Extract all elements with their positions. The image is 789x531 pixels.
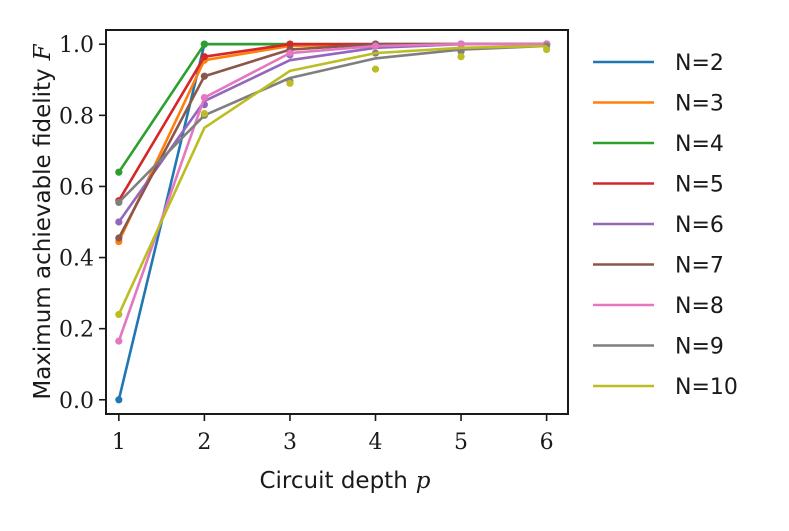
data-point: [115, 168, 123, 176]
legend-label: N=5: [675, 173, 724, 198]
data-point: [200, 93, 208, 102]
x-tick-label: 6: [540, 430, 554, 455]
legend-entry: N=6: [593, 213, 724, 238]
legend-entry: N=9: [593, 335, 724, 360]
data-point: [115, 218, 123, 226]
y-tick-label: 0.0: [59, 389, 94, 414]
legend-entry: N=4: [593, 132, 724, 157]
data-point: [115, 396, 123, 404]
legend-entry: N=3: [593, 92, 724, 117]
data-point: [457, 40, 465, 48]
legend-entry: N=5: [593, 173, 724, 198]
series-line: [117, 42, 547, 342]
plot-frame: [105, 29, 569, 415]
series-line: [117, 42, 547, 401]
data-point: [115, 337, 123, 345]
y-axis-label: Maximum achievable fidelityF: [30, 43, 56, 399]
axis-ticks: 1 2 3 4 5 6 0.0 0.2 0.4 0.6 0.8 1.0: [59, 33, 554, 455]
x-tick-label: 3: [283, 430, 297, 455]
data-point: [286, 79, 294, 87]
data-point: [457, 53, 465, 61]
x-axis-label: Circuit depth p: [259, 468, 430, 494]
series-line: [117, 44, 547, 204]
data-marks: [115, 40, 551, 404]
data-point: [286, 49, 294, 57]
legend-label: N=4: [675, 132, 724, 157]
x-tick-label: 4: [369, 430, 383, 455]
legend-entry: N=10: [593, 375, 738, 400]
data-point: [115, 310, 123, 319]
data-point: [457, 47, 465, 55]
series-n-8: [115, 40, 551, 345]
legend-label: N=3: [675, 92, 724, 117]
legend-label: N=9: [675, 335, 724, 360]
legend-entry: N=7: [593, 254, 724, 279]
legend-label: N=6: [675, 213, 724, 238]
x-tick-label: 2: [197, 430, 211, 455]
y-tick-label: 1.0: [59, 33, 94, 58]
data-point: [200, 53, 208, 61]
legend-label: N=10: [675, 375, 738, 400]
series-line: [117, 42, 547, 243]
data-point: [200, 109, 208, 118]
legend-label: N=8: [675, 294, 724, 319]
legend-entry: N=2: [593, 51, 724, 76]
series-n-10: [115, 44, 551, 319]
y-tick-label: 0.2: [59, 318, 94, 343]
data-point: [371, 42, 380, 50]
data-point: [286, 40, 294, 48]
legend: N=2 N=3 N=4 N=5 N=6 N=7 N=8 N=9 N=10: [593, 51, 738, 400]
series-line: [117, 42, 547, 239]
x-tick-label: 5: [454, 430, 468, 455]
data-point: [371, 65, 380, 73]
y-tick-label: 0.8: [59, 104, 94, 129]
data-point: [200, 40, 208, 48]
legend-label: N=2: [675, 51, 724, 76]
x-tick-label: 1: [112, 430, 126, 455]
data-point: [200, 72, 208, 80]
series-line: [117, 44, 547, 315]
y-tick-label: 0.4: [59, 247, 94, 272]
legend-label: N=7: [675, 254, 724, 279]
data-point: [115, 198, 123, 207]
data-point: [115, 234, 123, 242]
legend-entry: N=8: [593, 294, 724, 319]
data-point: [543, 45, 551, 54]
series-line: [117, 42, 547, 223]
y-tick-label: 0.6: [59, 175, 94, 200]
